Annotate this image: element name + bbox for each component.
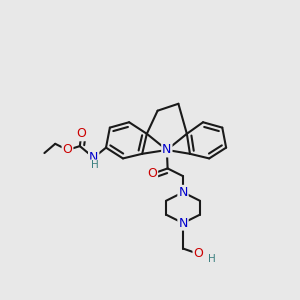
Text: N: N	[162, 143, 172, 157]
Text: N: N	[178, 217, 188, 230]
Text: N: N	[89, 151, 98, 164]
Text: O: O	[147, 167, 157, 180]
Text: H: H	[208, 254, 215, 264]
Text: O: O	[76, 127, 86, 140]
Text: O: O	[194, 248, 203, 260]
Text: N: N	[178, 186, 188, 199]
Text: H: H	[91, 160, 98, 170]
Text: O: O	[63, 143, 72, 157]
